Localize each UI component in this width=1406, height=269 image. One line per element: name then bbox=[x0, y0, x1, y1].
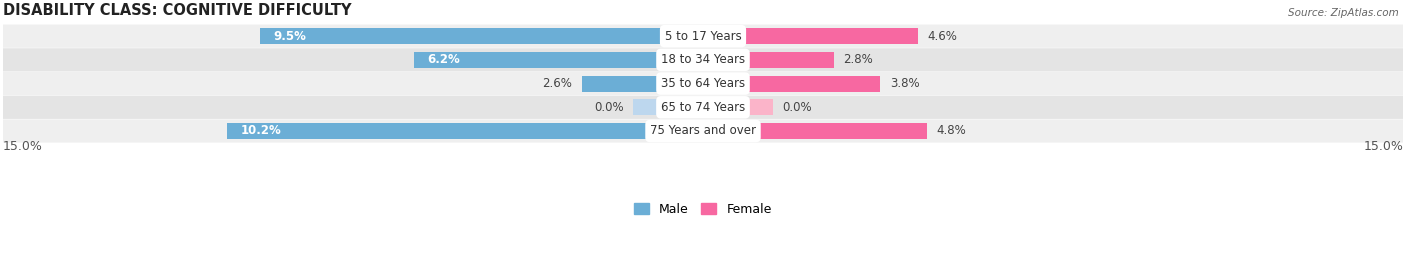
Text: 15.0%: 15.0% bbox=[3, 140, 42, 153]
Bar bbox=[226, 123, 703, 139]
Bar bbox=[582, 76, 703, 92]
FancyBboxPatch shape bbox=[3, 96, 1403, 119]
Text: 5 to 17 Years: 5 to 17 Years bbox=[665, 30, 741, 43]
Bar bbox=[633, 99, 703, 115]
Text: 15.0%: 15.0% bbox=[1364, 140, 1403, 153]
Text: 35 to 64 Years: 35 to 64 Years bbox=[661, 77, 745, 90]
Text: 3.8%: 3.8% bbox=[890, 77, 920, 90]
Text: 0.0%: 0.0% bbox=[782, 101, 813, 114]
Text: 4.8%: 4.8% bbox=[936, 125, 966, 137]
Text: 6.2%: 6.2% bbox=[427, 53, 460, 66]
Bar bbox=[703, 123, 927, 139]
Bar bbox=[703, 99, 773, 115]
Bar bbox=[703, 76, 880, 92]
Text: 65 to 74 Years: 65 to 74 Years bbox=[661, 101, 745, 114]
Text: 2.8%: 2.8% bbox=[844, 53, 873, 66]
Text: 0.0%: 0.0% bbox=[593, 101, 624, 114]
Text: 18 to 34 Years: 18 to 34 Years bbox=[661, 53, 745, 66]
FancyBboxPatch shape bbox=[3, 119, 1403, 143]
Bar bbox=[260, 28, 703, 44]
Text: 75 Years and over: 75 Years and over bbox=[650, 125, 756, 137]
FancyBboxPatch shape bbox=[3, 24, 1403, 48]
Text: 2.6%: 2.6% bbox=[543, 77, 572, 90]
Text: DISABILITY CLASS: COGNITIVE DIFFICULTY: DISABILITY CLASS: COGNITIVE DIFFICULTY bbox=[3, 3, 352, 18]
Bar bbox=[413, 52, 703, 68]
Text: 4.6%: 4.6% bbox=[927, 30, 957, 43]
Text: 10.2%: 10.2% bbox=[240, 125, 281, 137]
Text: Source: ZipAtlas.com: Source: ZipAtlas.com bbox=[1288, 8, 1399, 18]
Bar bbox=[703, 28, 918, 44]
FancyBboxPatch shape bbox=[3, 72, 1403, 95]
Legend: Male, Female: Male, Female bbox=[630, 198, 776, 221]
Bar bbox=[703, 52, 834, 68]
FancyBboxPatch shape bbox=[3, 48, 1403, 72]
Text: 9.5%: 9.5% bbox=[274, 30, 307, 43]
